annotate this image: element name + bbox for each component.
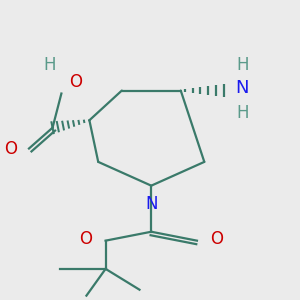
Text: H: H	[237, 56, 249, 74]
Text: N: N	[145, 195, 158, 213]
Text: H: H	[237, 104, 249, 122]
Text: H: H	[44, 56, 56, 74]
Text: O: O	[69, 73, 82, 91]
Text: O: O	[210, 230, 223, 248]
Text: O: O	[4, 140, 17, 158]
Text: N: N	[235, 79, 249, 97]
Text: O: O	[79, 230, 92, 248]
